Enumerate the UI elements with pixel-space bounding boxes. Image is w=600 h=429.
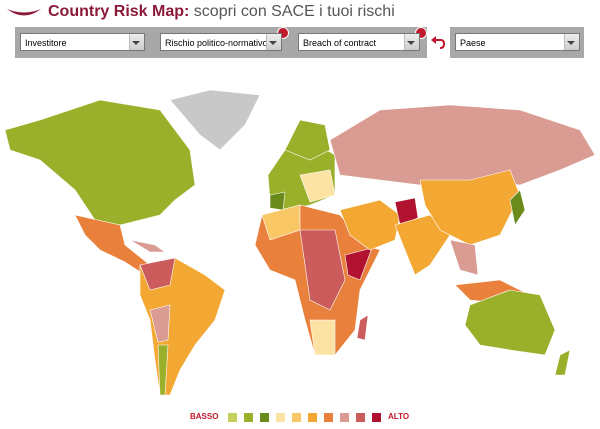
- legend-swatch: [308, 413, 317, 422]
- dropdown-arrow: [407, 41, 415, 45]
- legend-swatch: [244, 413, 253, 422]
- legend-swatch: [356, 413, 365, 422]
- title-rest: scopri con SACE i tuoi rischi: [193, 3, 395, 20]
- dropdown-label: Rischio politico-normativo: [165, 38, 268, 48]
- legend-swatch: [228, 413, 237, 422]
- world-map: [4, 89, 596, 396]
- dropdown[interactable]: Paese: [455, 33, 580, 51]
- dropdown-arrow: [269, 41, 277, 45]
- dropdown-arrow: [567, 41, 575, 45]
- title: Country Risk Map: scopri con SACE i tuoi…: [48, 3, 395, 21]
- logo-swoosh: [7, 9, 41, 16]
- legend-swatch: [340, 413, 349, 422]
- legend-swatch: [276, 413, 285, 422]
- legend-swatch: [260, 413, 269, 422]
- legend-swatch: [372, 413, 381, 422]
- dropdown-label: Investitore: [25, 38, 67, 48]
- dropdown-label: Breach of contract: [303, 38, 377, 48]
- dropdown[interactable]: Investitore: [20, 33, 145, 51]
- legend-high: ALTO: [388, 412, 410, 421]
- dropdown-arrow: [132, 41, 140, 45]
- reset-icon[interactable]: [430, 35, 446, 51]
- dropdown-label: Paese: [460, 38, 486, 48]
- dropdown[interactable]: Breach of contract: [298, 33, 420, 51]
- legend-low: BASSO: [190, 412, 219, 421]
- legend-swatch: [324, 413, 333, 422]
- title-bold: Country Risk Map:: [48, 3, 190, 20]
- dropdown[interactable]: Rischio politico-normativo: [160, 33, 282, 51]
- legend-swatch: [292, 413, 301, 422]
